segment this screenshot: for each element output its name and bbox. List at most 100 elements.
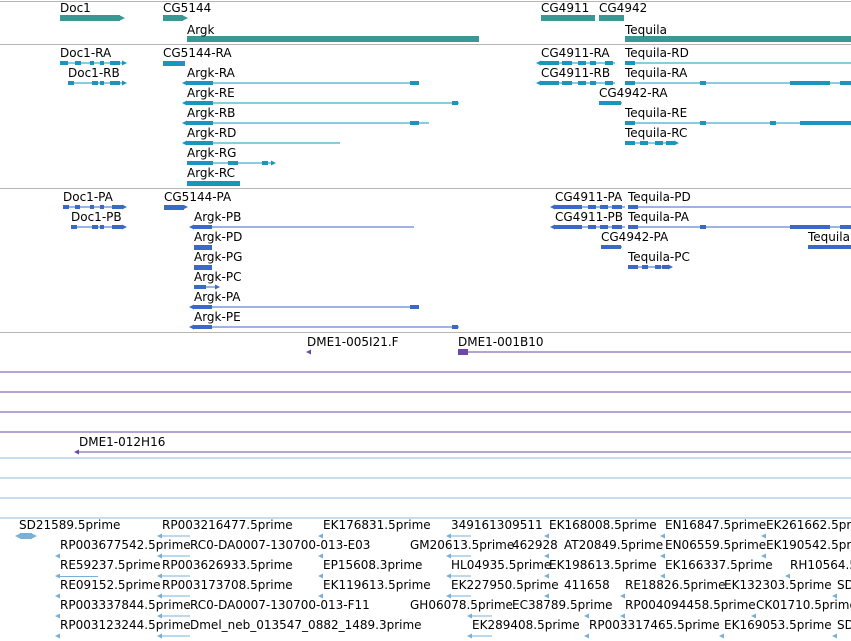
protein-exon[interactable]: [600, 225, 608, 229]
protein-exon[interactable]: [628, 225, 638, 229]
est-label[interactable]: RE18826.5prime: [625, 578, 726, 592]
transcript-label[interactable]: CG4942-RA: [599, 86, 668, 100]
protein-exon[interactable]: [71, 225, 77, 229]
protein-exon[interactable]: [194, 305, 212, 309]
protein-exon[interactable]: [600, 205, 608, 209]
transcript-label[interactable]: Doc1-RA: [60, 46, 112, 60]
protein-exon[interactable]: [194, 325, 212, 329]
transcript-exon[interactable]: [625, 61, 635, 65]
est-label[interactable]: EP15608.3prime: [323, 558, 423, 572]
protein-exon[interactable]: [588, 205, 596, 209]
transcript-exon[interactable]: [187, 101, 213, 105]
protein-exon[interactable]: [194, 285, 206, 289]
bac-end-block[interactable]: [458, 349, 468, 355]
est-label[interactable]: SD: [837, 578, 851, 592]
transcript-exon[interactable]: [163, 61, 185, 66]
est-label[interactable]: RE09152.5prime: [60, 578, 161, 592]
transcript-exon[interactable]: [90, 61, 94, 65]
transcript-exon[interactable]: [75, 61, 81, 65]
est-label[interactable]: SD: [837, 618, 851, 632]
protein-exon[interactable]: [92, 225, 98, 229]
gene-block[interactable]: [599, 15, 624, 21]
transcript-exon[interactable]: [562, 81, 572, 85]
transcript-exon[interactable]: [590, 81, 596, 85]
protein-label[interactable]: CG5144-PA: [164, 190, 232, 204]
est-label[interactable]: RP003123244.5prime: [60, 618, 191, 632]
transcript-exon[interactable]: [800, 121, 851, 125]
protein-exon[interactable]: [790, 225, 830, 229]
transcript-exon[interactable]: [640, 141, 648, 145]
protein-exon[interactable]: [75, 205, 80, 209]
est-label[interactable]: EK289408.5prime: [472, 618, 580, 632]
est-label[interactable]: RP003216477.5prime: [162, 518, 293, 532]
protein-exon[interactable]: [612, 225, 622, 229]
transcript-exon[interactable]: [452, 101, 458, 105]
transcript-exon[interactable]: [655, 141, 663, 145]
transcript-exon[interactable]: [410, 121, 419, 125]
protein-exon[interactable]: [628, 205, 638, 209]
est-label[interactable]: RP004094458.5prime: [625, 598, 756, 612]
transcript-label[interactable]: Argk-RA: [187, 66, 235, 80]
protein-exon[interactable]: [555, 205, 573, 209]
protein-exon[interactable]: [112, 225, 122, 229]
protein-exon[interactable]: [612, 205, 622, 209]
bac-end-label[interactable]: DME1-001B10: [458, 335, 544, 349]
protein-exon[interactable]: [452, 325, 458, 329]
transcript-exon[interactable]: [840, 81, 851, 85]
est-label[interactable]: EK132303.5prime: [724, 578, 832, 592]
protein-label[interactable]: CG4911-PB: [555, 210, 624, 224]
protein-label[interactable]: Tequila-PD: [628, 190, 691, 204]
transcript-exon[interactable]: [541, 81, 559, 85]
protein-block[interactable]: [194, 245, 212, 250]
est-label[interactable]: CK01710.5prime: [756, 598, 851, 612]
protein-exon[interactable]: [555, 225, 573, 229]
est-label[interactable]: EK169053.5prime: [724, 618, 832, 632]
transcript-exon[interactable]: [541, 61, 559, 65]
gene-label[interactable]: Doc1: [60, 1, 91, 15]
bac-end-label[interactable]: DME1-005I21.F: [307, 335, 399, 349]
protein-exon[interactable]: [100, 205, 104, 209]
est-label[interactable]: 462928: [512, 538, 558, 552]
est-label[interactable]: EK227950.5prime: [451, 578, 559, 592]
protein-exon[interactable]: [63, 205, 69, 209]
protein-exon[interactable]: [588, 225, 596, 229]
transcript-exon[interactable]: [228, 161, 238, 165]
protein-label[interactable]: CG4942-PA: [601, 230, 669, 244]
transcript-exon[interactable]: [410, 81, 419, 85]
protein-exon[interactable]: [808, 245, 851, 249]
est-label[interactable]: EK190542.5pri: [766, 538, 851, 552]
transcript-exon[interactable]: [110, 81, 120, 85]
transcript-exon[interactable]: [187, 121, 213, 125]
protein-label[interactable]: Argk-PA: [194, 290, 241, 304]
est-label[interactable]: EK261662.5pri: [766, 518, 851, 532]
gene-block[interactable]: [541, 15, 595, 21]
est-label[interactable]: EN06559.5prime: [665, 538, 767, 552]
transcript-exon[interactable]: [605, 81, 613, 85]
protein-exon[interactable]: [662, 265, 668, 269]
protein-exon[interactable]: [410, 305, 419, 309]
est-label[interactable]: EK198613.5prime: [549, 558, 657, 572]
transcript-label[interactable]: CG4911-RB: [541, 66, 611, 80]
transcript-exon[interactable]: [578, 61, 586, 65]
est-label[interactable]: GM20613.5prime: [410, 538, 515, 552]
est-label[interactable]: EK166337.5prime: [665, 558, 773, 572]
protein-label[interactable]: Argk-PE: [194, 310, 241, 324]
transcript-exon[interactable]: [100, 61, 104, 65]
transcript-exon[interactable]: [770, 121, 776, 125]
protein-exon[interactable]: [628, 265, 638, 269]
transcript-label[interactable]: Argk-RC: [187, 166, 235, 180]
gene-block[interactable]: [187, 36, 479, 42]
protein-label[interactable]: CG4911-PA: [555, 190, 623, 204]
est-label[interactable]: 349161309511: [451, 518, 543, 532]
transcript-exon[interactable]: [790, 81, 830, 85]
protein-label[interactable]: Doc1-PB: [71, 210, 122, 224]
gene-label[interactable]: Tequila: [625, 23, 667, 37]
protein-exon[interactable]: [700, 225, 706, 229]
est-label[interactable]: EK176831.5prime: [323, 518, 431, 532]
transcript-exon[interactable]: [605, 61, 613, 65]
protein-label[interactable]: Argk-PG: [194, 250, 243, 264]
est-label[interactable]: RP003317465.5prime: [589, 618, 720, 632]
transcript-exon[interactable]: [68, 81, 74, 85]
transcript-label[interactable]: Tequila-RC: [625, 126, 688, 140]
est-label[interactable]: EK168008.5prime: [549, 518, 657, 532]
